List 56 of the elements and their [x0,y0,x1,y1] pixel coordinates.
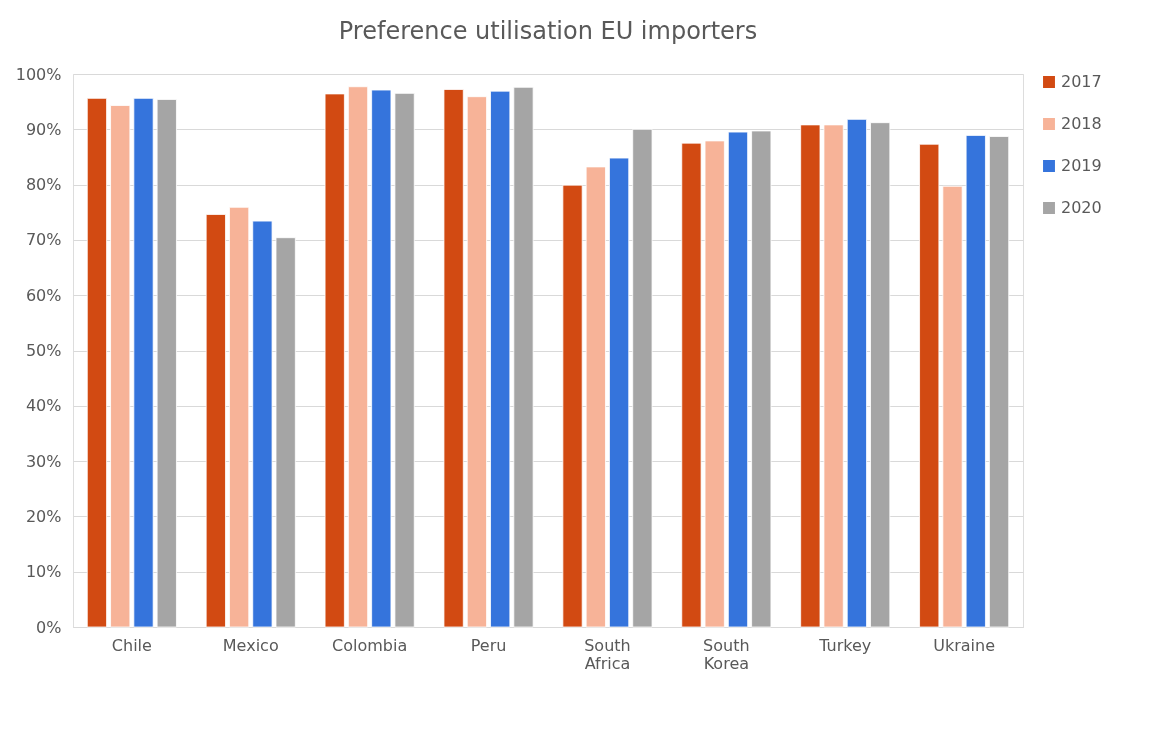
chart-title: Preference utilisation EU importers [338,17,758,45]
y-tick-label: 50% [25,341,62,360]
bar [800,124,821,628]
bar [466,96,487,628]
bar [562,184,583,628]
bar [942,185,963,628]
bar [371,89,392,628]
bar [965,134,986,628]
x-tick-label: Colombia [332,635,408,655]
y-tick-label: 80% [25,175,62,195]
bar [275,237,296,628]
y-tick-label: 20% [25,506,62,526]
y-tick-label: 100% [15,64,62,84]
bar [229,206,250,628]
bar [513,86,534,628]
legend-label: 2020 [1061,198,1102,217]
bar [751,130,772,628]
bar [846,118,867,628]
x-tick-label: Mexico [222,635,279,655]
bar [252,220,273,628]
x-tick-label: Ukraine [933,635,996,655]
legend-label: 2019 [1061,156,1102,175]
bar [609,157,630,628]
bar [704,140,725,628]
bar [632,128,653,628]
x-tick-label: Chile [111,635,152,655]
legend-label: 2017 [1061,72,1102,91]
bar [205,214,226,628]
bar [156,99,177,628]
legend-label: 2018 [1061,114,1102,133]
y-tick-label: 10% [25,562,62,582]
bar [585,166,606,628]
y-tick-label: 30% [25,451,62,471]
bar [870,122,891,628]
x-tick-label: Turkey [818,635,872,655]
x-tick-label: South Korea [703,635,750,673]
bar [823,124,844,628]
bar [490,90,511,628]
y-tick-label: 70% [25,230,62,250]
bar [727,131,749,628]
bar [681,142,702,628]
x-tick-label: Peru [470,635,507,655]
bar [324,93,345,628]
bar [347,86,369,628]
x-tick-label: South Africa [584,635,631,673]
bar [989,136,1010,628]
y-tick-label: 0% [36,617,62,637]
bar [86,97,107,628]
bar [443,89,464,628]
y-tick-label: 90% [25,119,62,139]
bar [394,92,415,628]
y-tick-label: 60% [25,285,62,305]
bar [919,143,940,628]
bar [110,105,131,628]
bar [133,97,154,628]
y-tick-label: 40% [25,396,62,416]
